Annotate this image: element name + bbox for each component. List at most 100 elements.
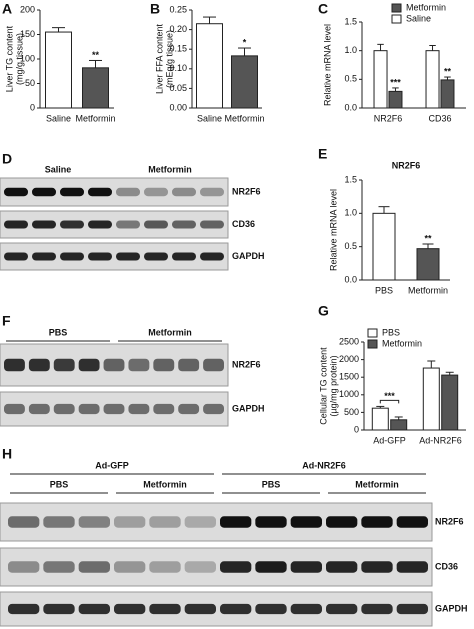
blot-band bbox=[255, 516, 287, 528]
blot-band bbox=[290, 516, 322, 528]
bar bbox=[388, 90, 403, 109]
legend-swatch bbox=[391, 3, 402, 13]
blot-band bbox=[60, 187, 84, 197]
blot-band bbox=[78, 358, 100, 372]
blot-band bbox=[255, 603, 287, 615]
blot-band bbox=[172, 252, 196, 261]
blot-band bbox=[361, 516, 393, 528]
legend-swatch bbox=[391, 14, 402, 24]
blot-band bbox=[116, 187, 140, 197]
blot-band bbox=[184, 603, 216, 615]
group-label: Metformin bbox=[355, 479, 399, 489]
blot-band bbox=[128, 403, 150, 415]
y-tick-label: 0 bbox=[354, 424, 359, 434]
blot-band bbox=[144, 220, 168, 229]
group-label: PBS bbox=[50, 479, 69, 489]
blot-band bbox=[178, 358, 200, 372]
blot-band bbox=[220, 561, 252, 573]
x-tick-label: NR2F6 bbox=[374, 113, 403, 123]
significance: ** bbox=[92, 50, 100, 60]
y-axis-label: (µg/mg protein) bbox=[328, 355, 338, 416]
y-tick-label: 500 bbox=[344, 407, 359, 417]
blot-band bbox=[200, 252, 224, 261]
blot-band bbox=[184, 516, 216, 528]
panel-label: E bbox=[318, 146, 327, 162]
y-tick-label: 0 bbox=[30, 102, 35, 112]
x-tick-label: PBS bbox=[375, 285, 393, 295]
significance: ** bbox=[444, 66, 452, 76]
blot-band bbox=[4, 358, 25, 372]
y-axis-label: (mEq/g tissue) bbox=[164, 30, 174, 88]
y-tick-label: 1.5 bbox=[344, 174, 357, 184]
group-label: Metformin bbox=[143, 479, 187, 489]
group-label: PBS bbox=[262, 479, 281, 489]
blot-band bbox=[144, 252, 168, 261]
row-label: GAPDH bbox=[232, 403, 265, 413]
significance: * bbox=[243, 37, 247, 47]
blot-band bbox=[220, 603, 252, 615]
blot-band bbox=[361, 561, 393, 573]
y-tick-label: 1.5 bbox=[344, 16, 357, 26]
panel-label: F bbox=[2, 313, 11, 329]
y-axis-label: Liver FFA content bbox=[154, 23, 164, 94]
blot-band bbox=[116, 220, 140, 229]
legend-swatch bbox=[367, 328, 378, 338]
x-tick-label: Metformin bbox=[408, 285, 448, 295]
group-label: PBS bbox=[49, 327, 68, 337]
blot-band bbox=[149, 516, 181, 528]
x-tick-label: Ad-GFP bbox=[373, 435, 406, 445]
bar bbox=[416, 248, 440, 281]
blot-band bbox=[290, 561, 322, 573]
y-tick-label: 0.15 bbox=[169, 44, 187, 54]
x-tick-label: Saline bbox=[197, 113, 222, 123]
legend-label: Metformin bbox=[406, 2, 446, 12]
blot-band bbox=[203, 358, 224, 372]
blot-band bbox=[8, 516, 40, 528]
blot-band bbox=[114, 516, 146, 528]
blot-band bbox=[172, 220, 196, 229]
blot-band bbox=[32, 220, 56, 229]
blot-band bbox=[396, 516, 428, 528]
bar bbox=[422, 367, 440, 431]
y-axis-label: Relative mRNA level bbox=[328, 189, 338, 271]
blot-band bbox=[88, 187, 112, 197]
blot-band bbox=[184, 561, 216, 573]
panel-label: B bbox=[150, 1, 160, 17]
significance-bracket bbox=[379, 399, 400, 404]
blot-band bbox=[149, 603, 181, 615]
bar bbox=[390, 419, 408, 431]
panel-label: H bbox=[2, 446, 12, 462]
blot-band bbox=[290, 603, 322, 615]
row-label: NR2F6 bbox=[232, 359, 261, 369]
significance: *** bbox=[390, 77, 401, 87]
blot-band bbox=[53, 403, 75, 415]
y-tick-label: 150 bbox=[20, 29, 35, 39]
y-axis-label: Liver TG content bbox=[4, 25, 14, 92]
bar bbox=[82, 67, 109, 109]
significance: *** bbox=[384, 391, 395, 401]
blot-band bbox=[28, 403, 50, 415]
blot-band bbox=[220, 516, 252, 528]
blot-band bbox=[326, 516, 358, 528]
blot-band bbox=[128, 358, 150, 372]
y-axis-label: (mg/g tissue) bbox=[14, 33, 24, 85]
row-label: NR2F6 bbox=[232, 186, 261, 196]
panel-label: C bbox=[318, 1, 328, 17]
blot-band bbox=[172, 187, 196, 197]
blot-band bbox=[203, 403, 224, 415]
legend-label: Metformin bbox=[382, 338, 422, 348]
blot-band bbox=[255, 561, 287, 573]
legend-swatch bbox=[367, 339, 378, 349]
chart-title: NR2F6 bbox=[392, 160, 421, 170]
bar bbox=[373, 50, 388, 109]
blot-band bbox=[4, 403, 25, 415]
group-label: Saline bbox=[45, 164, 72, 174]
blot-band bbox=[43, 603, 75, 615]
y-tick-label: 1.0 bbox=[344, 208, 357, 218]
blot-band bbox=[8, 603, 40, 615]
bar bbox=[372, 212, 396, 281]
y-tick-label: 0.10 bbox=[169, 63, 187, 73]
blot-band bbox=[88, 220, 112, 229]
y-tick-label: 1500 bbox=[339, 372, 359, 382]
